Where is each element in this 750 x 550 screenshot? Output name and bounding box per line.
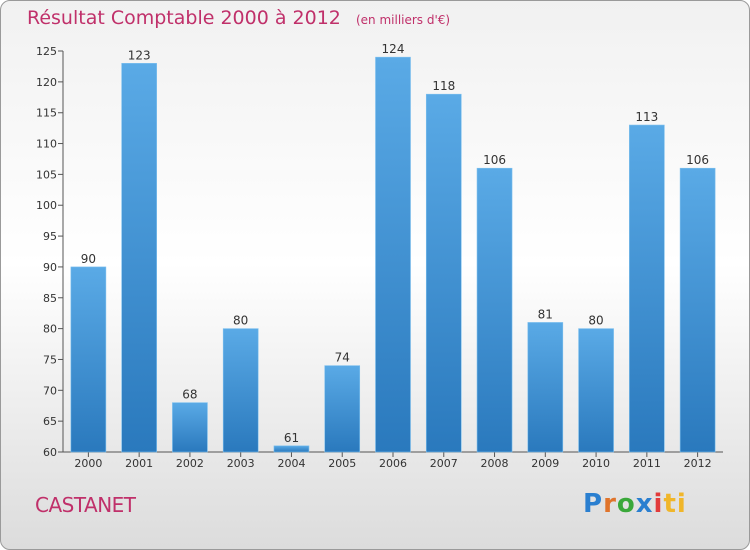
data-label-2007: 118 (432, 79, 455, 93)
x-tick-label-2010: 2010 (582, 457, 610, 470)
x-tick-label-2001: 2001 (125, 457, 153, 470)
bar-2005 (324, 365, 361, 453)
x-tick-label-2007: 2007 (430, 457, 458, 470)
data-label-2009: 81 (538, 307, 553, 321)
bar-2002 (172, 402, 208, 453)
y-tick-label: 70 (43, 384, 57, 397)
bar-2001 (121, 63, 157, 453)
data-label-2004: 61 (284, 431, 299, 445)
chart-title: Résultat Comptable 2000 à 2012 (27, 7, 341, 29)
y-tick-label: 125 (36, 45, 57, 58)
bar-2003 (222, 328, 259, 453)
y-tick-label: 95 (43, 230, 57, 243)
bar-2012 (679, 167, 716, 453)
x-tick-label-2009: 2009 (531, 457, 559, 470)
bar-2011 (629, 124, 665, 453)
data-label-2002: 68 (182, 388, 197, 402)
y-tick-label: 60 (43, 446, 57, 459)
y-tick-label: 105 (36, 168, 57, 181)
x-tick-label-2012: 2012 (684, 457, 712, 470)
y-tick-label: 100 (36, 199, 57, 212)
bar-2007 (425, 93, 462, 453)
y-tick-label: 75 (43, 353, 57, 366)
y-tick-label: 65 (43, 415, 57, 428)
data-label-2001: 123 (128, 48, 151, 62)
x-tick-label-2003: 2003 (227, 457, 255, 470)
commune-name: CASTANET (35, 493, 136, 517)
bar-2010 (578, 328, 614, 453)
bar-2000 (70, 266, 107, 453)
data-label-2010: 80 (588, 314, 603, 328)
data-label-2003: 80 (233, 314, 248, 328)
x-tick-label-2000: 2000 (74, 457, 102, 470)
chart-title-block: Résultat Comptable 2000 à 2012 (en milli… (27, 7, 450, 29)
bar-2006 (375, 56, 411, 453)
x-tick-label-2011: 2011 (633, 457, 661, 470)
bar-2009 (527, 322, 564, 453)
y-tick-label: 115 (36, 107, 57, 120)
bar-2008 (476, 167, 513, 453)
x-tick-label-2006: 2006 (379, 457, 407, 470)
x-tick-label-2002: 2002 (176, 457, 204, 470)
y-tick-label: 90 (43, 261, 57, 274)
y-tick-label: 85 (43, 292, 57, 305)
proxiti-logo: Proxiti (583, 489, 687, 519)
data-label-2005: 74 (335, 351, 350, 365)
data-label-2000: 90 (81, 252, 96, 266)
x-tick-label-2008: 2008 (481, 457, 509, 470)
x-tick-label-2005: 2005 (328, 457, 356, 470)
data-label-2011: 113 (635, 110, 658, 124)
chart-unit: (en milliers d'€) (355, 13, 451, 27)
y-tick-label: 120 (36, 76, 57, 89)
data-label-2006: 124 (382, 42, 405, 56)
data-label-2008: 106 (483, 153, 506, 167)
data-label-2012: 106 (686, 153, 709, 167)
y-tick-label: 80 (43, 323, 57, 336)
y-tick-label: 110 (36, 138, 57, 151)
bar-2004 (273, 445, 310, 453)
x-tick-label-2004: 2004 (277, 457, 305, 470)
